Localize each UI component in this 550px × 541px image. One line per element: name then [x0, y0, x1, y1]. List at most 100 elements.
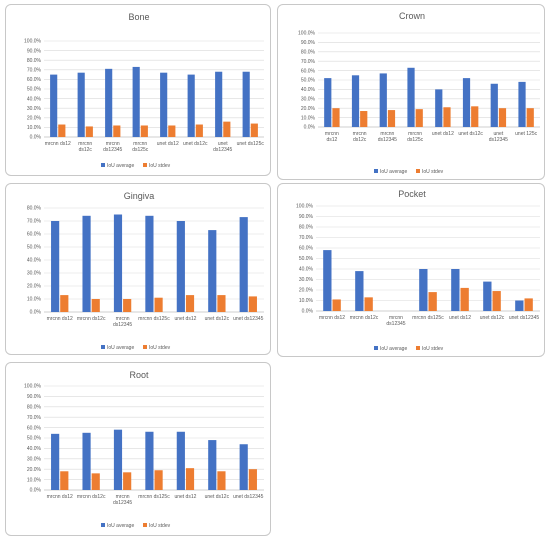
crown-y-tick-label: 90.0% [301, 40, 316, 46]
pocket-y-tick-label: 90.0% [299, 214, 314, 220]
root-bar-iou-average [145, 431, 154, 490]
gingiva-category-label: unet ds12345 [233, 316, 264, 322]
crown-legend-swatch-std [416, 169, 420, 173]
gingiva-y-tick-label: 30.0% [27, 271, 42, 277]
pocket-bar-iou-stdev [428, 292, 437, 311]
pocket-bar-iou-stdev [364, 297, 373, 311]
bone-y-tick-label: 80.0% [27, 58, 42, 64]
crown-category-label: unet ds12 [432, 131, 454, 137]
pocket-category-label: mrcnn ds12 [319, 315, 345, 321]
root-bar-iou-stdev [123, 472, 132, 490]
crown-y-tick-label: 30.0% [301, 97, 316, 103]
gingiva-bar-iou-stdev [60, 295, 69, 312]
crown-bar-iou-average [518, 81, 526, 127]
bone-y-tick-label: 40.0% [27, 96, 42, 102]
root-y-tick-label: 50.0% [27, 436, 42, 442]
root-bar-iou-stdev [185, 468, 195, 490]
root-y-tick-label: 20.0% [27, 467, 42, 473]
pocket-y-tick-label: 60.0% [299, 246, 314, 252]
crown-y-tick-label: 60.0% [301, 68, 316, 74]
bone-category-label: unet ds12c [183, 141, 208, 147]
crown-category-label: unet 125c [515, 131, 537, 137]
bone-category-label: mrcnn ds125c [132, 141, 149, 153]
gingiva-y-tick-label: 40.0% [27, 258, 42, 264]
pocket-bar-iou-stdev [460, 287, 469, 311]
bone-bar-iou-average [242, 71, 250, 137]
pocket-category-label: unet ds12345 [509, 315, 540, 321]
gingiva-bar-iou-stdev [91, 299, 100, 312]
gingiva-bar-iou-average [113, 214, 123, 312]
bone-bar-iou-average [160, 72, 168, 137]
bone-category-label: unet ds125c [237, 141, 265, 147]
crown-legend-std: IoU stdev [422, 169, 444, 175]
crown-bar-iou-stdev [526, 108, 534, 127]
bone-bar-iou-average [132, 66, 140, 137]
pocket-y-tick-label: 10.0% [299, 298, 314, 304]
bone-y-tick-label: 30.0% [27, 106, 42, 112]
gingiva-chart-title: Gingiva [124, 191, 155, 201]
root-y-tick-label: 10.0% [27, 477, 42, 483]
pocket-chart-panel: Pocket 0.0% 10.0% 20.0% 30.0% 40.0% 50.0% 60.0%… [277, 183, 545, 357]
gingiva-legend-std: IoU stdev [149, 345, 171, 351]
crown-bar-iou-stdev [415, 109, 423, 127]
root-y-tick-label: 100.0% [24, 384, 42, 390]
gingiva-bar-iou-stdev [123, 299, 132, 312]
root-legend-std: IoU stdev [149, 523, 171, 529]
root-bar-iou-stdev [154, 470, 163, 490]
bone-legend-std: IoU stdev [149, 163, 171, 169]
crown-category-label: mrcnn ds12345 [378, 131, 397, 143]
root-legend-avg: IoU average [107, 523, 134, 529]
gingiva-category-label: mrcnn ds12345 [113, 316, 132, 328]
crown-category-label: unet ds12345 [489, 131, 508, 143]
root-bar-iou-average [176, 431, 185, 490]
gingiva-category-label: mrcnn ds12c [77, 316, 106, 322]
bone-bar-iou-average [50, 74, 58, 137]
pocket-y-tick-label: 20.0% [299, 288, 314, 294]
pocket-category-label: unet ds12c [480, 315, 505, 321]
root-y-tick-label: 0.0% [30, 488, 42, 494]
bone-category-label: unet ds12 [157, 141, 179, 147]
bone-category-label: mrcnn ds12c [78, 141, 92, 153]
crown-y-tick-label: 50.0% [301, 78, 316, 84]
bone-bar-iou-stdev [250, 123, 258, 137]
pocket-y-tick-label: 100.0% [296, 204, 314, 210]
bone-y-tick-label: 10.0% [27, 125, 42, 131]
crown-bar-iou-average [490, 83, 498, 127]
root-chart-title: Root [129, 370, 149, 380]
root-y-tick-label: 70.0% [27, 415, 42, 421]
crown-legend-avg: IoU average [380, 169, 407, 175]
crown-y-tick-label: 20.0% [301, 106, 316, 112]
gingiva-bar-iou-average [51, 221, 60, 312]
crown-bar-iou-stdev [471, 106, 479, 127]
pocket-category-label: mrcnn ds12345 [386, 315, 405, 327]
bone-category-label: unet ds12345 [213, 141, 232, 153]
crown-bar-iou-average [435, 89, 443, 127]
gingiva-bar-iou-average [239, 217, 248, 312]
gingiva-y-tick-label: 70.0% [27, 219, 42, 225]
pocket-legend-avg: IoU average [380, 346, 407, 352]
gingiva-bar-iou-stdev [185, 295, 195, 312]
gingiva-y-tick-label: 60.0% [27, 232, 42, 238]
pocket-category-label: mrcnn ds125c [412, 315, 444, 321]
pocket-bar-iou-average [419, 269, 428, 311]
bone-bar-iou-stdev [140, 125, 148, 137]
pocket-bar-iou-average [323, 250, 332, 311]
root-chart-panel: Root 0.0% 10.0% 20.0% 30.0% 40.0% 50.0% 60.0% 70… [5, 362, 271, 536]
pocket-category-label: mrcnn ds12c [350, 315, 379, 321]
root-category-label: unet ds12c [205, 494, 230, 500]
root-category-label: unet ds12 [174, 494, 196, 500]
pocket-bar-iou-stdev [332, 299, 341, 311]
gingiva-legend-swatch-std [143, 345, 147, 349]
pocket-legend-swatch-avg [374, 346, 378, 350]
root-bar-iou-average [51, 433, 60, 490]
gingiva-y-tick-label: 0.0% [30, 310, 42, 316]
crown-bar-iou-stdev [387, 110, 396, 127]
pocket-chart: Pocket 0.0% 10.0% 20.0% 30.0% 40.0% 50.0% 60.0%… [296, 189, 540, 352]
gingiva-bar-iou-stdev [217, 295, 226, 312]
gingiva-bar-iou-average [208, 230, 217, 312]
root-bar-iou-average [82, 432, 91, 490]
gingiva-bar-iou-stdev [248, 296, 257, 312]
pocket-y-tick-label: 30.0% [299, 277, 314, 283]
gingiva-category-label: mrcnn ds125c [138, 316, 170, 322]
pocket-bar-iou-stdev [524, 298, 533, 311]
